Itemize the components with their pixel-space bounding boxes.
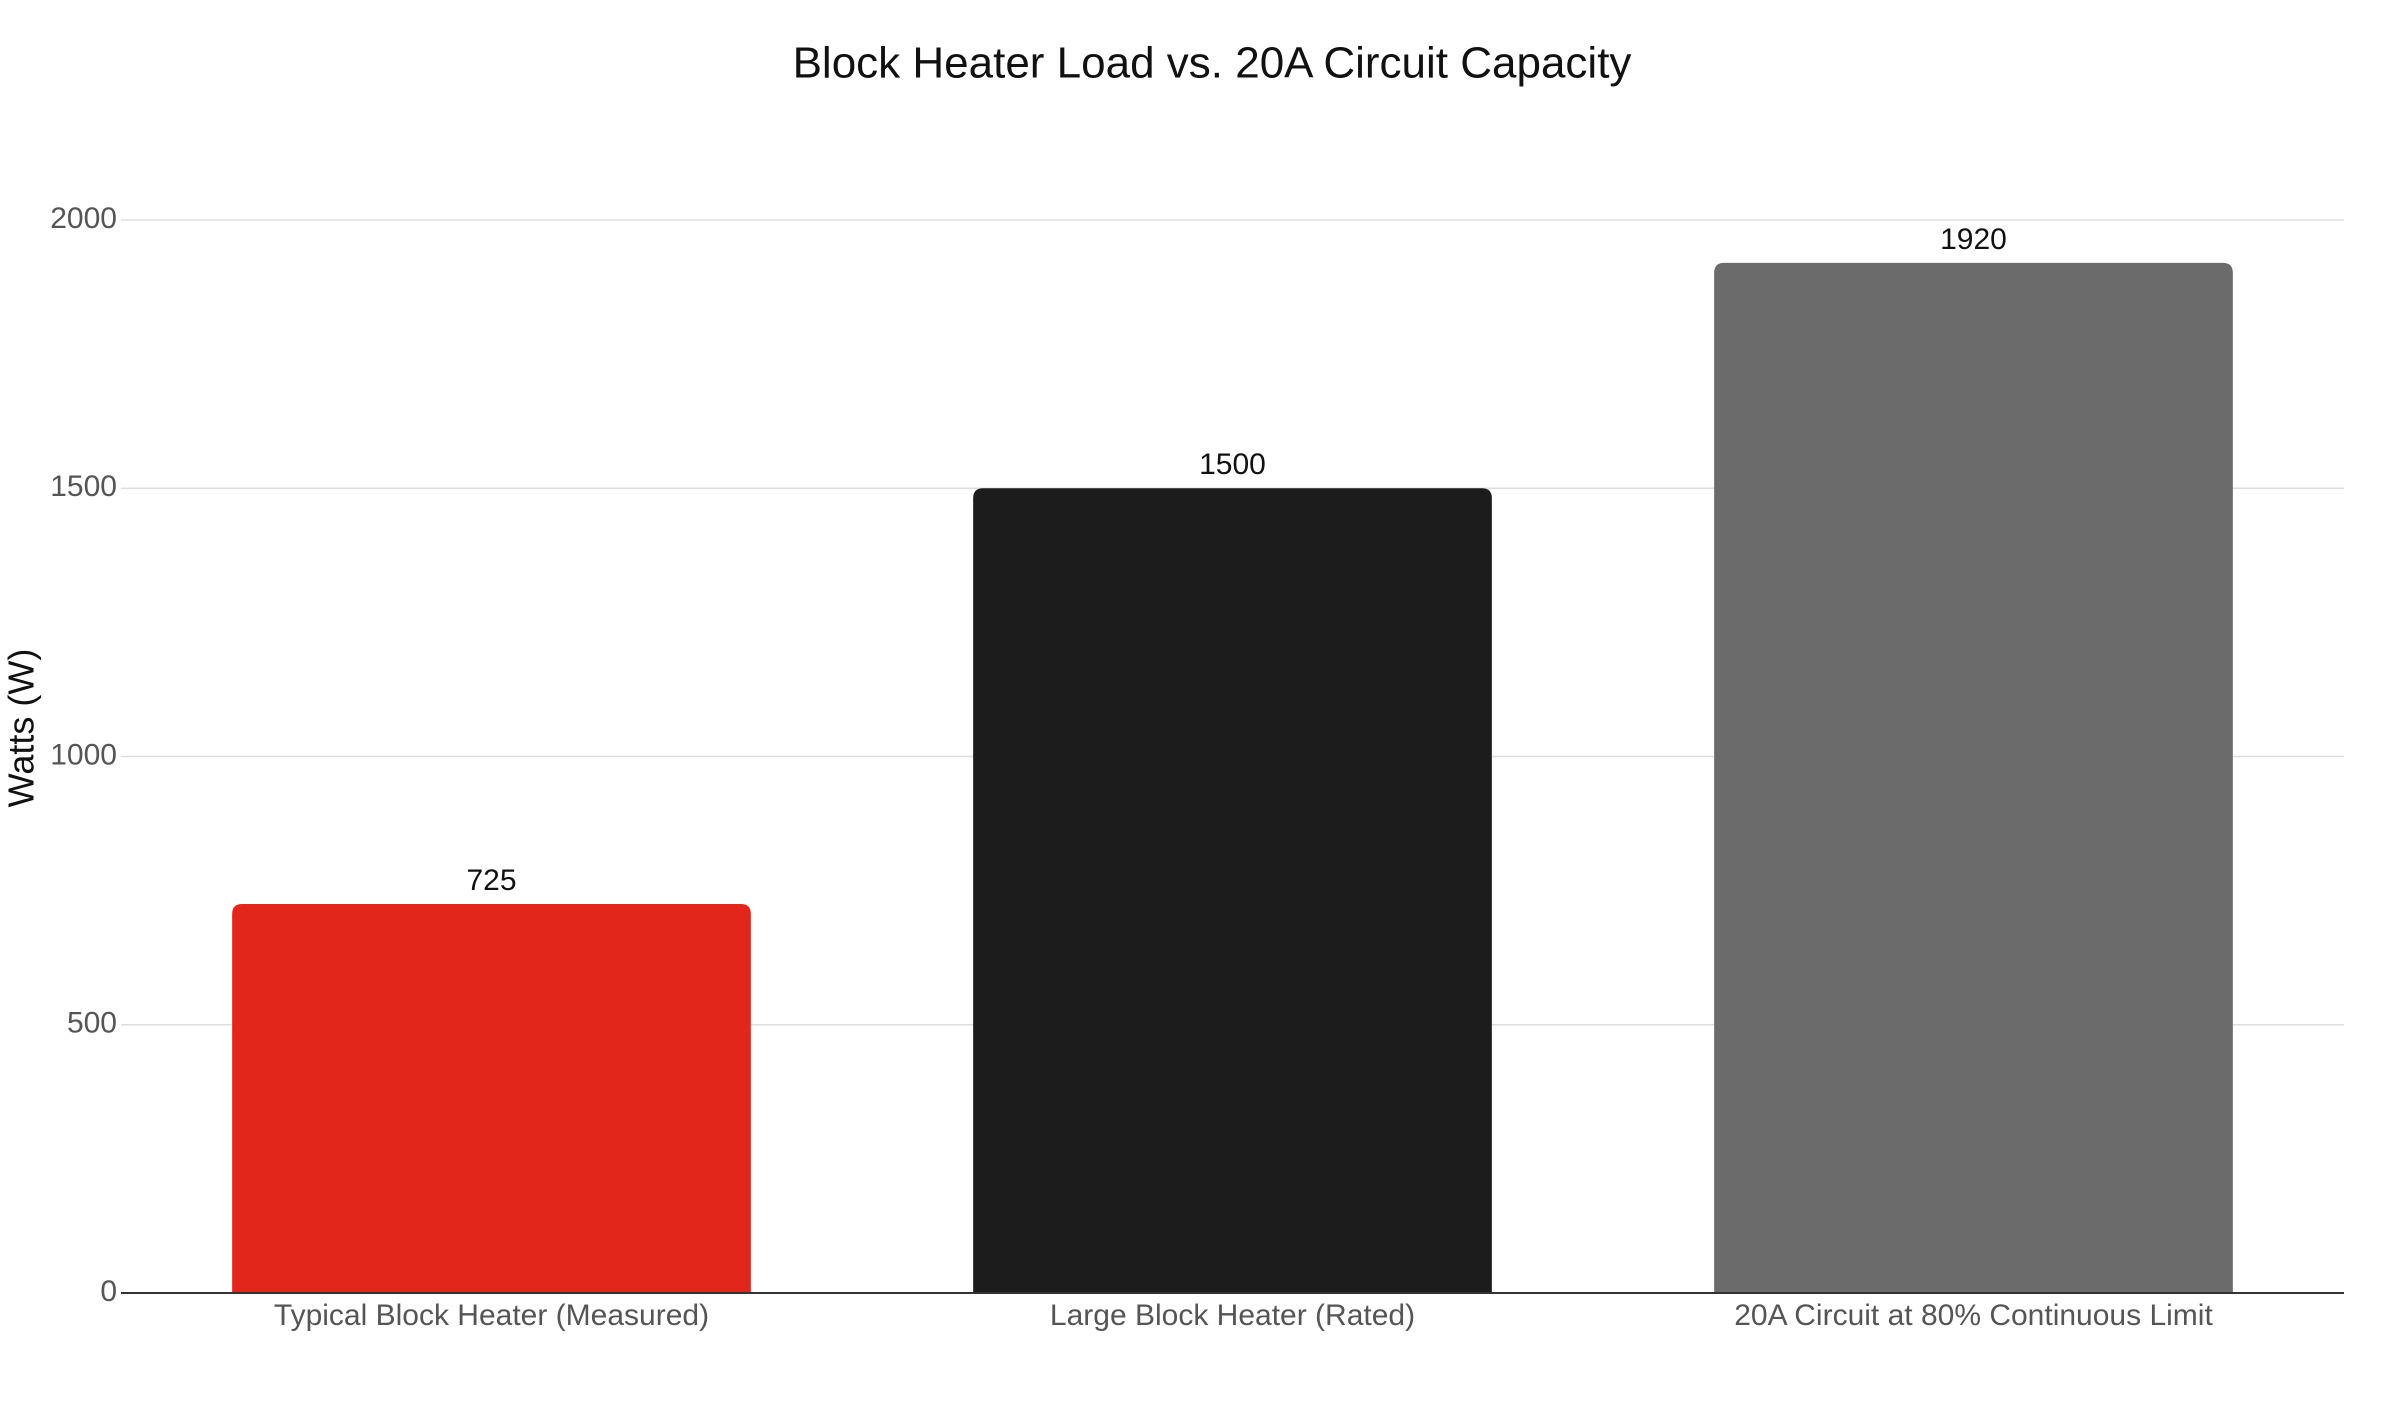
bar: [232, 904, 751, 1293]
value-label: 725: [466, 864, 516, 897]
x-tick-label: Large Block Heater (Rated): [1050, 1299, 1415, 1332]
chart-title: Block Heater Load vs. 20A Circuit Capaci…: [793, 39, 1632, 88]
y-tick-label: 1000: [50, 738, 117, 771]
x-tick-label: Typical Block Heater (Measured): [274, 1299, 709, 1332]
y-tick-label: 0: [100, 1275, 117, 1308]
y-tick-label: 2000: [50, 202, 117, 235]
y-tick-label: 1500: [50, 470, 117, 503]
value-label: 1500: [1199, 448, 1266, 481]
bar: [1714, 262, 2233, 1293]
bar: [973, 488, 1492, 1293]
value-label: 1920: [1940, 223, 2007, 256]
x-tick-label: 20A Circuit at 80% Continuous Limit: [1734, 1299, 2213, 1332]
y-axis-label: Watts (W): [1, 649, 42, 808]
y-tick-label: 500: [67, 1007, 117, 1040]
